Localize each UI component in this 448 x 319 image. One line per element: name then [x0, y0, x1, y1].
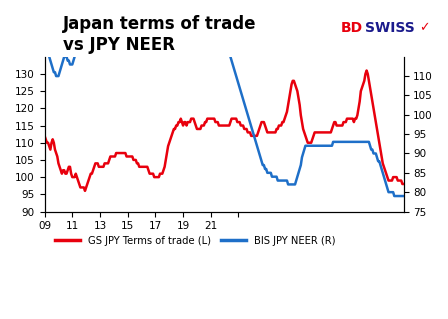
Text: Japan terms of trade
vs JPY NEER: Japan terms of trade vs JPY NEER [63, 15, 256, 54]
Legend: GS JPY Terms of trade (L), BIS JPY NEER (R): GS JPY Terms of trade (L), BIS JPY NEER … [51, 232, 340, 250]
Text: BD: BD [340, 21, 362, 35]
Text: ✓: ✓ [419, 21, 429, 34]
Text: SWISS: SWISS [365, 21, 415, 35]
